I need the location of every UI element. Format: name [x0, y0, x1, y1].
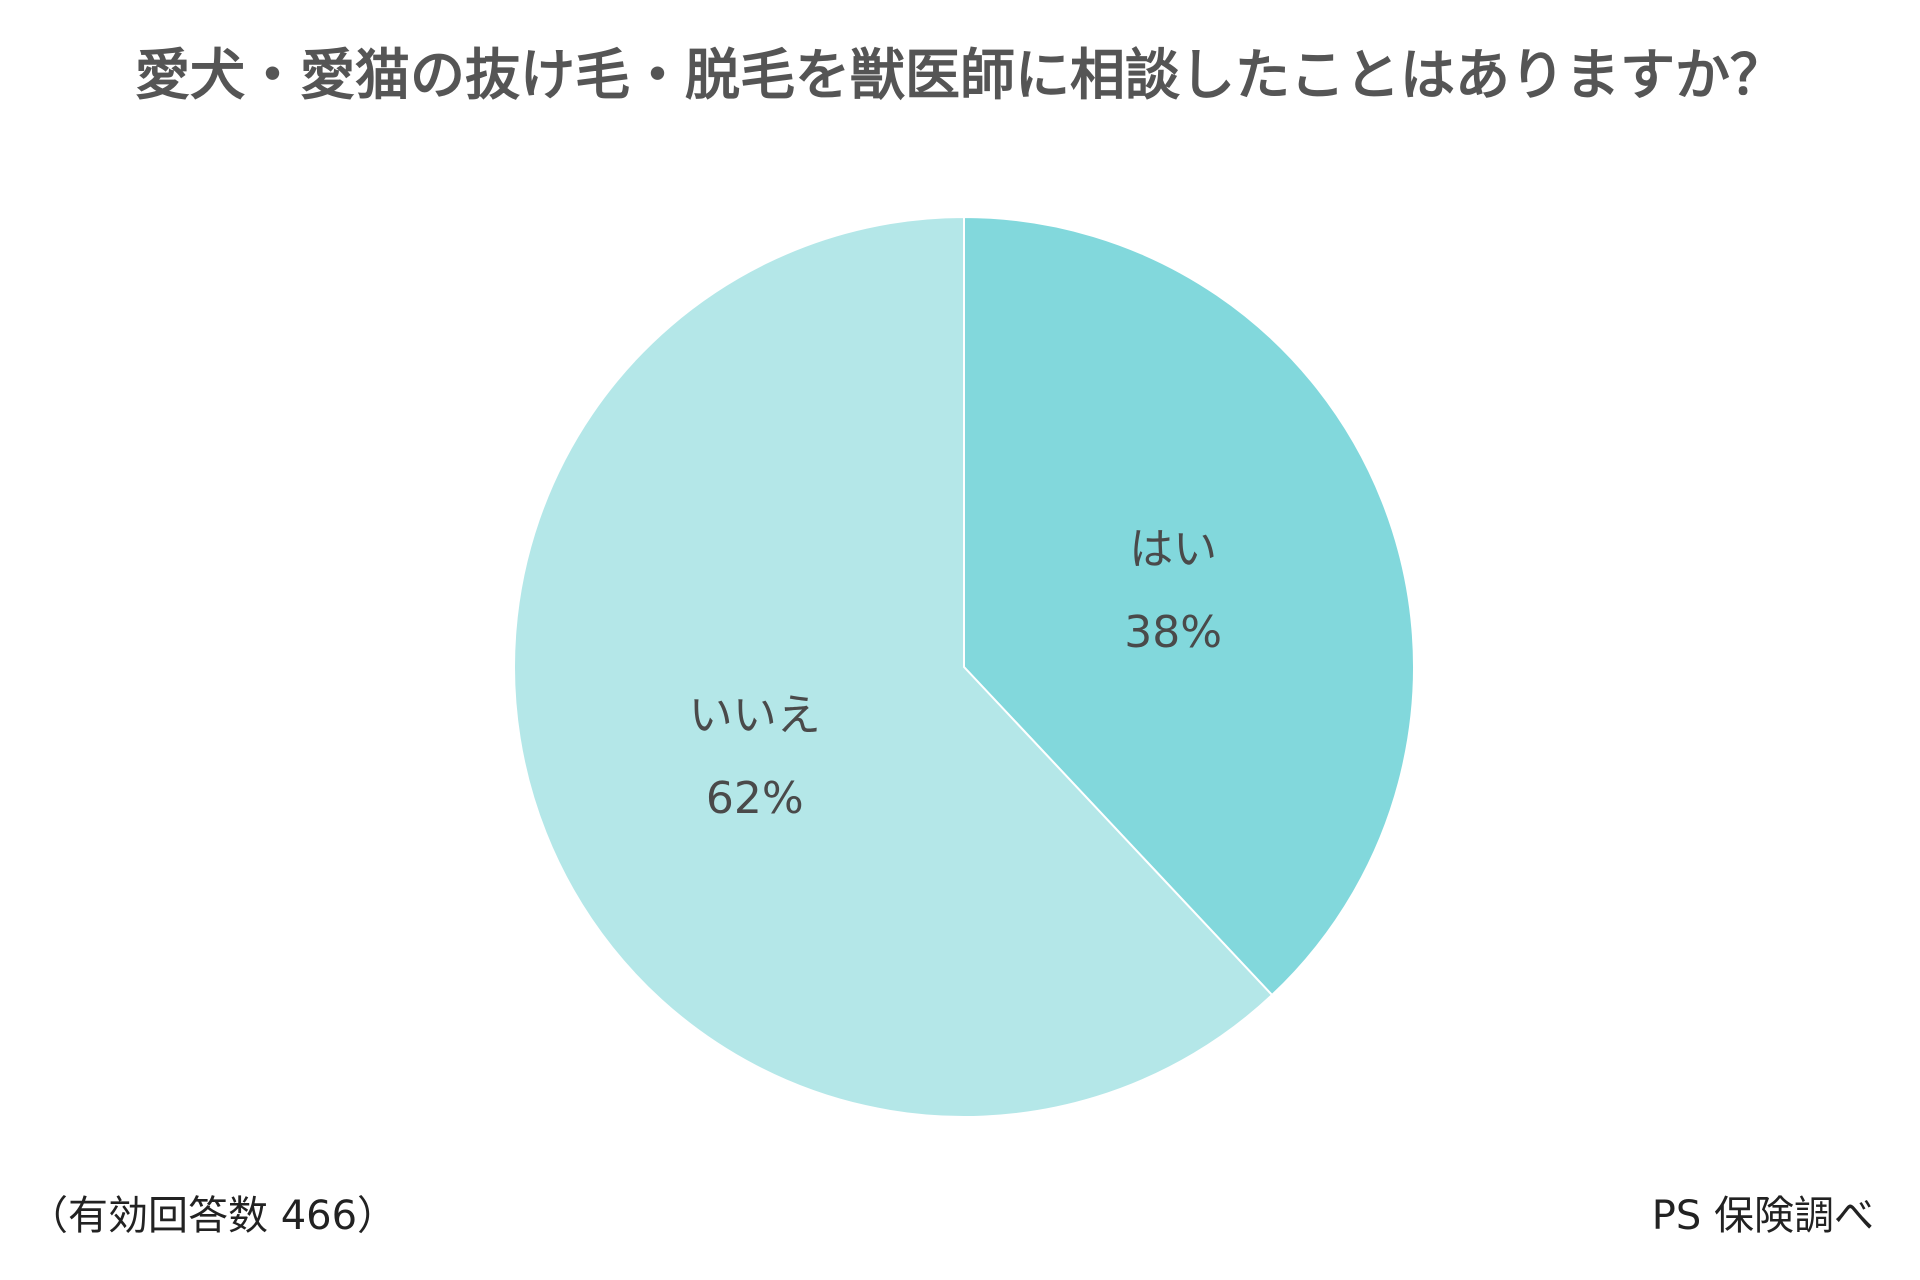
slice-label-1: はい	[1129, 524, 1217, 575]
pie-slice-2	[513, 215, 1274, 1118]
source-note: PS 保険調べ	[1651, 1193, 1874, 1239]
pie-labels: はい 38% いいえ 62%	[689, 524, 1222, 824]
slice-value-label-1: 38%	[1124, 607, 1222, 658]
chart-title: 愛犬・愛猫の抜け毛・脱毛を獣医師に相談したことはありますか？	[134, 43, 1785, 107]
pie-slices	[513, 215, 1415, 1118]
slice-label-2: いいえ	[689, 690, 821, 741]
slice-value-label-2: 62%	[706, 773, 804, 824]
pie-slice-1	[963, 215, 1415, 997]
response-count-note: （有効回答数 466）	[28, 1193, 398, 1239]
